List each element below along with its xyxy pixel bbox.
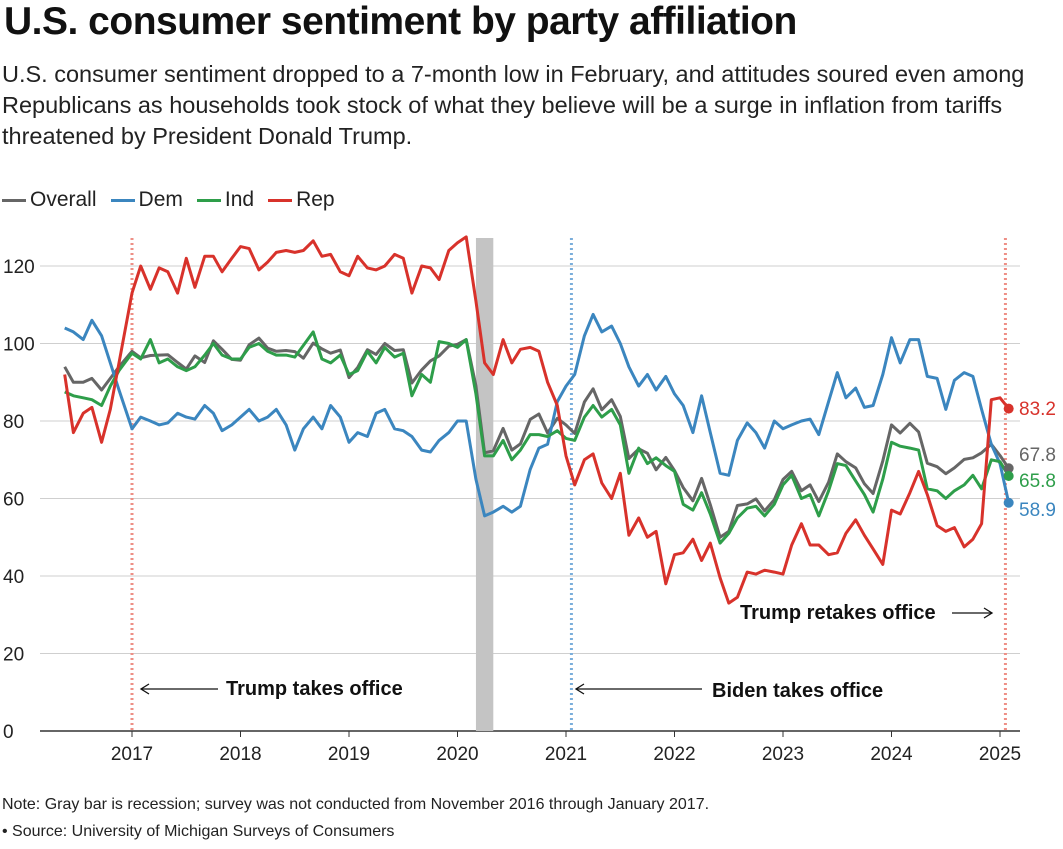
legend-swatch-rep [268,198,293,202]
y-tick-label: 80 [3,412,24,433]
end-label-dem: 58.9 [1019,500,1056,521]
series-line-ind [64,330,1010,545]
series-line-rep [63,235,1010,605]
annotation-2: Trump retakes office [740,602,936,624]
legend-item-dem: Dem [110,188,183,212]
recession-bar [475,238,494,731]
legend-item-ind: Ind [196,188,255,212]
series-line-overall [63,336,1010,539]
x-tick-label: 2020 [436,744,478,765]
series-line-dem [64,312,1011,518]
chart-note: Note: Gray bar is recession; survey was … [2,796,710,813]
x-tick-label: 2025 [979,744,1021,765]
y-tick-label: 0 [3,722,14,743]
x-tick-label: 2023 [762,744,804,765]
annotation-arrow-head [574,683,585,695]
endpoint-rep [1003,403,1014,414]
legend-label-rep: Rep [296,188,335,211]
line-chart: 0 20 40 60 80 100 120 2017 2018 2019 2020 2021 2022 2… [3,235,1056,765]
legend-label-dem: Dem [138,188,183,211]
endpoint-ind [1003,471,1014,482]
legend-swatch-ind [196,198,221,202]
legend-swatch-overall [2,198,26,202]
chart-source: • Source: University of Michigan Surveys… [2,823,395,840]
chart-subtitle: U.S. consumer sentiment dropped to a 7-m… [2,61,1025,149]
annotation-1: Biden takes office [712,680,883,702]
x-tick-label: 2024 [870,744,913,765]
x-tick-label: 2019 [328,744,370,765]
x-tick-label: 2022 [653,744,695,765]
legend-label-ind: Ind [224,188,255,211]
x-tick-label: 2018 [219,744,261,765]
legend-label-overall: Overall [30,188,97,211]
y-tick-label: 60 [3,490,24,511]
end-label-rep: 83.2 [1019,399,1056,420]
endpoint-overall [1003,463,1014,474]
chart-title: U.S. consumer sentiment by party affilia… [4,0,797,43]
y-tick-label: 120 [3,257,35,278]
end-label-ind: 65.8 [1019,471,1056,492]
legend: Overall Dem Ind Rep [2,187,349,213]
x-tick-label: 2021 [545,744,587,765]
x-tick-label: 2017 [111,744,153,765]
y-tick-label: 100 [3,335,35,356]
y-tick-label: 40 [3,567,24,588]
annotation-arrow-head [139,683,150,695]
y-tick-label: 20 [3,645,24,666]
annotation-0: Trump takes office [226,678,403,700]
endpoint-dem [1003,497,1014,508]
legend-item-overall: Overall [2,188,97,212]
legend-item-rep: Rep [268,188,335,212]
legend-swatch-dem [110,198,135,202]
end-label-overall: 67.8 [1019,445,1056,466]
annotation-arrow-head [983,607,994,619]
